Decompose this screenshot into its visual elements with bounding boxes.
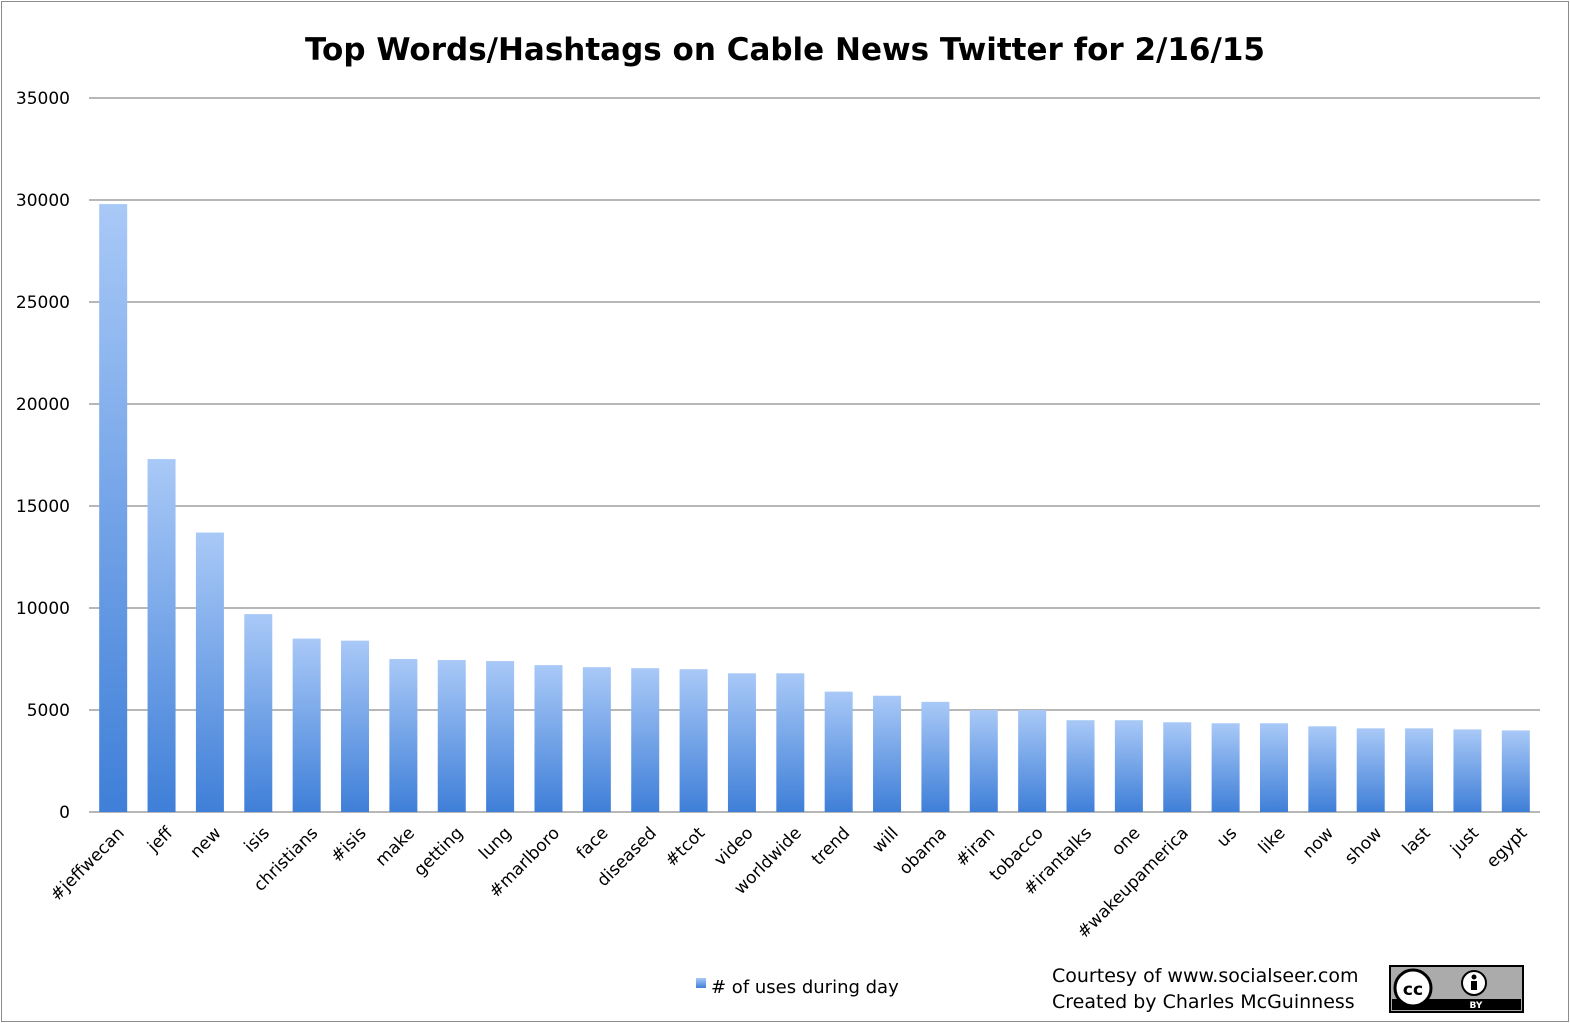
bar-christians — [292, 638, 321, 812]
y-tick-label: 30000 — [16, 191, 70, 211]
bar-new — [195, 532, 224, 812]
x-tick-label: just — [1446, 823, 1483, 860]
x-tick-label: egypt — [1483, 823, 1532, 872]
x-tick-label: trend — [808, 823, 854, 869]
x-tick-label: like — [1255, 823, 1290, 858]
bar-hash-wakeupamerica — [1163, 722, 1192, 812]
y-tick-label: 0 — [59, 803, 70, 823]
by-text: BY — [1470, 1001, 1483, 1011]
bar-us — [1211, 723, 1240, 812]
bars — [99, 204, 1530, 812]
legend: # of uses during day — [696, 977, 899, 998]
legend-swatch — [696, 978, 706, 988]
x-tick-label: new — [186, 823, 225, 862]
cc-text: cc — [1403, 980, 1423, 1000]
x-tick-label: face — [573, 823, 613, 863]
credit-line-1: Courtesy of www.socialseer.com — [1052, 965, 1358, 987]
bar-one — [1114, 720, 1143, 812]
bar-hash-isis — [341, 640, 370, 812]
bar-will — [873, 695, 902, 812]
y-tick-label: 25000 — [16, 293, 70, 313]
bar-hash-irantalks — [1066, 720, 1095, 812]
y-tick-label: 5000 — [27, 701, 70, 721]
y-tick-label: 35000 — [16, 89, 70, 109]
bar-egypt — [1501, 730, 1530, 812]
x-tick-label: show — [1341, 823, 1386, 868]
bar-lung — [486, 661, 515, 812]
x-tick-label: one — [1108, 823, 1145, 860]
bar-hash-tcot — [679, 669, 708, 812]
y-tick-label: 20000 — [16, 395, 70, 415]
x-tick-label: obama — [895, 823, 951, 879]
cc-by-icon: cc BY — [1389, 965, 1524, 1013]
x-tick-label: isis — [240, 823, 273, 856]
bar-tobacco — [1018, 710, 1047, 812]
bar-isis — [244, 614, 273, 812]
x-tick-label: last — [1399, 823, 1435, 859]
bar-trend — [824, 691, 853, 812]
gridlines — [89, 97, 1540, 813]
bar-hash-iran — [969, 710, 998, 812]
x-tick-label: #jeffwecan — [47, 823, 129, 905]
bar-now — [1308, 726, 1337, 812]
x-tick-label: getting — [410, 823, 467, 880]
bar-show — [1356, 728, 1385, 812]
x-tick-label: jeff — [143, 822, 178, 857]
x-tick-label: #isis — [327, 823, 371, 867]
x-tick-label: will — [869, 823, 903, 857]
credit-line-2: Created by Charles McGuinness — [1052, 991, 1355, 1013]
legend-label: # of uses during day — [711, 977, 899, 998]
bar-make — [389, 659, 418, 812]
bar-just — [1453, 729, 1482, 812]
bar-video — [727, 673, 756, 812]
bar-hash-jeffwecan — [99, 204, 128, 812]
bar-worldwide — [776, 673, 805, 812]
y-axis-ticks: 0 5000 10000 15000 20000 25000 30000 35000 — [16, 89, 70, 823]
bar-like — [1259, 723, 1288, 812]
bar-jeff — [147, 459, 176, 812]
x-tick-label: us — [1213, 823, 1241, 851]
bar-hash-marlboro — [534, 665, 563, 812]
bar-face — [582, 667, 611, 812]
bar-getting — [437, 660, 466, 812]
x-tick-label: now — [1299, 823, 1338, 862]
x-tick-label: lung — [475, 823, 515, 863]
bar-obama — [921, 701, 950, 812]
x-tick-label: #tcot — [662, 823, 710, 871]
y-tick-label: 10000 — [16, 599, 70, 619]
chart-title: Top Words/Hashtags on Cable News Twitter… — [305, 32, 1265, 68]
bar-last — [1405, 728, 1434, 812]
y-tick-label: 15000 — [16, 497, 70, 517]
bar-diseased — [631, 668, 660, 812]
